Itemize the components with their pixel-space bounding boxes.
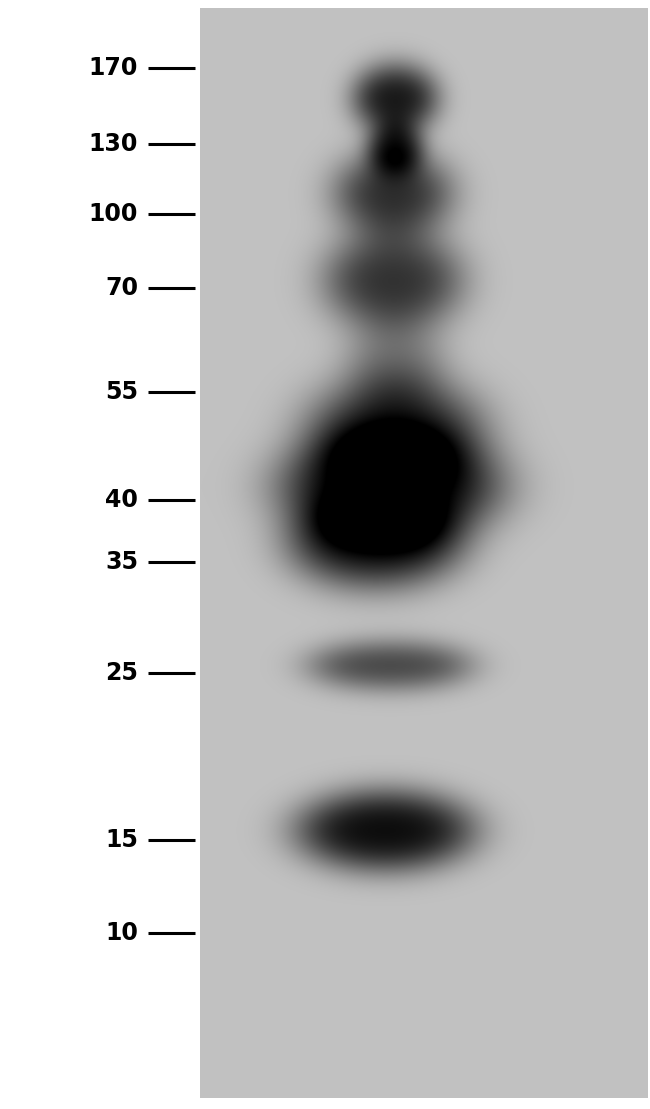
Text: 100: 100	[88, 202, 138, 226]
Text: 55: 55	[105, 380, 138, 404]
Text: 10: 10	[105, 920, 138, 945]
Text: 40: 40	[105, 488, 138, 512]
Text: 25: 25	[105, 661, 138, 685]
Text: 170: 170	[88, 55, 138, 80]
Text: 15: 15	[105, 828, 138, 852]
Text: 35: 35	[105, 550, 138, 574]
Text: 130: 130	[88, 132, 138, 156]
Text: 70: 70	[105, 276, 138, 301]
FancyBboxPatch shape	[0, 0, 200, 1109]
